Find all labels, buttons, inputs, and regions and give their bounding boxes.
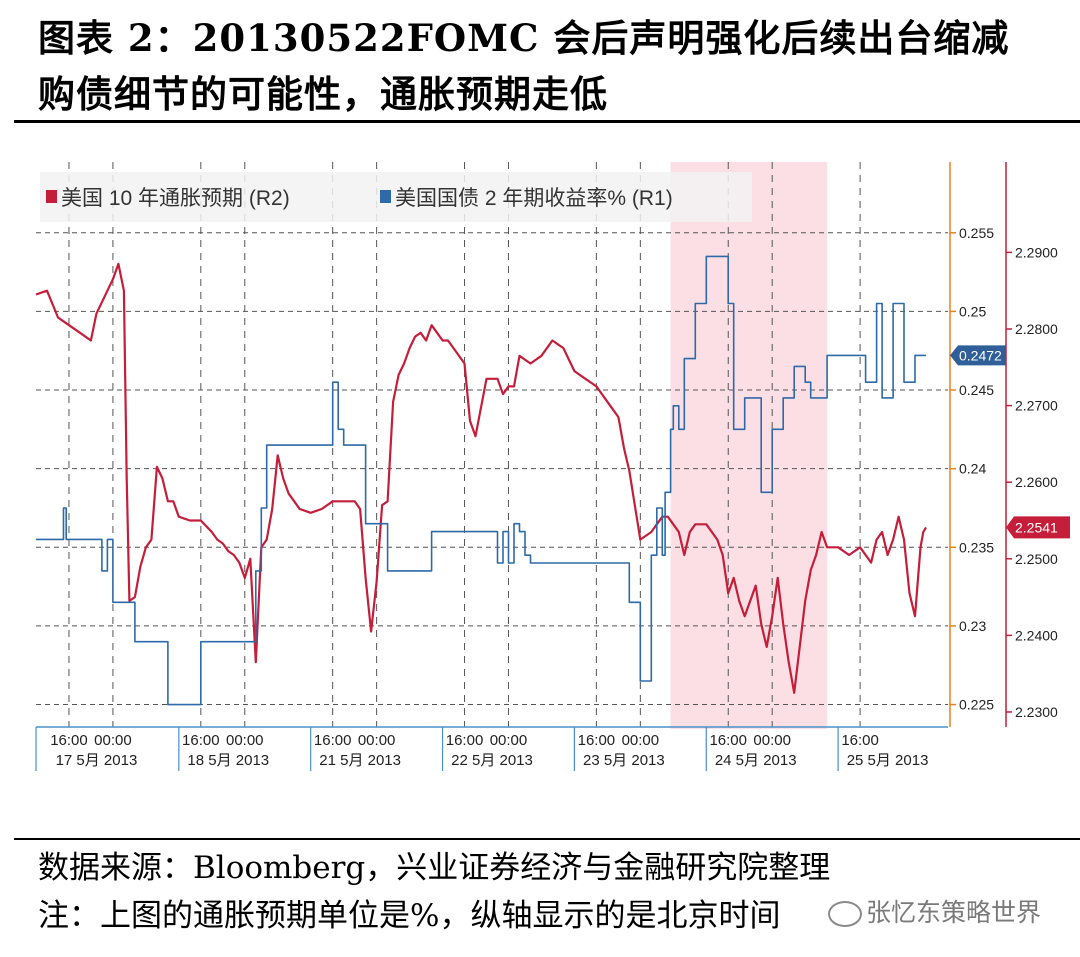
axis-r2-tick-label: 2.2600 bbox=[1015, 474, 1058, 490]
legend-label: 美国国债 2 年期收益率% (R1) bbox=[395, 187, 673, 210]
x-tick-time-label: 00:00 bbox=[226, 732, 264, 749]
axis-r2-tick-label: 2.2400 bbox=[1015, 627, 1058, 643]
chart-canvas: 16:00 00:00 16:00 00:00 16:00 00:00 16:00 00:00… bbox=[35, 162, 1070, 771]
axis-r2-tick-label: 2.2500 bbox=[1015, 551, 1058, 567]
x-tick-time-label: 16:00 bbox=[709, 732, 747, 749]
axis-r2-tick-label: 2.2300 bbox=[1015, 704, 1058, 720]
x-tick-time-label: 16:00 bbox=[578, 732, 616, 749]
treasury-2y-yield-line bbox=[36, 255, 926, 706]
x-tick-date-label: 24 5月 2013 bbox=[715, 752, 797, 769]
x-tick-date-label: 21 5月 2013 bbox=[319, 752, 401, 769]
chart-note-text: 注：上图的通胀预期单位是%，纵轴显示的是北京时间 bbox=[38, 898, 781, 934]
axis-r2-tick-label: 2.2900 bbox=[1015, 244, 1058, 260]
legend-swatch bbox=[46, 190, 57, 203]
x-tick-time-label: 00:00 bbox=[622, 732, 660, 749]
axis-r1-tick-label: 0.235 bbox=[959, 539, 994, 555]
footer-divider bbox=[14, 838, 1080, 840]
inflation-expectation-line bbox=[35, 262, 927, 694]
grid-lines bbox=[36, 162, 948, 727]
legend-label: 美国 10 年通胀预期 (R2) bbox=[61, 187, 290, 210]
axis-r1-tick-label: 0.255 bbox=[959, 225, 994, 241]
axis-r1-tick-label: 0.25 bbox=[959, 303, 986, 319]
x-tick-time-label: 00:00 bbox=[358, 732, 396, 749]
last-value-badge-r1 bbox=[950, 345, 1006, 366]
x-tick-time-label: 16:00 bbox=[314, 732, 352, 749]
data-source-text: 数据来源：Bloomberg，兴业证券经济与金融研究院整理 bbox=[38, 850, 831, 886]
chart-title-line-2: 购债细节的可能性，通胀预期走低 bbox=[38, 72, 608, 116]
axis-r1-tick-label: 0.225 bbox=[959, 697, 994, 713]
last-value-badge-r2 bbox=[1006, 516, 1070, 539]
x-tick-time-label: 16:00 bbox=[446, 732, 484, 749]
x-tick-time-label: 00:00 bbox=[490, 732, 528, 749]
x-tick-time-label: 16:00 bbox=[182, 732, 220, 749]
watermark: 张忆东策略世界 bbox=[828, 893, 1041, 929]
fomc-highlight-band bbox=[670, 162, 828, 729]
chart-title: 图表 2：20130522FOMC 会后声明强化后续出台缩减 购债细节的可能性，… bbox=[38, 10, 1068, 122]
watermark-text: 张忆东策略世界 bbox=[866, 898, 1042, 927]
legend-swatch bbox=[380, 190, 391, 203]
x-tick-date-label: 25 5月 2013 bbox=[847, 752, 929, 769]
x-tick-date-label: 23 5月 2013 bbox=[583, 752, 665, 769]
x-tick-time-label: 16:00 bbox=[50, 732, 88, 749]
x-tick-date-label: 18 5月 2013 bbox=[187, 752, 269, 769]
legend-background bbox=[40, 172, 752, 222]
last-value-label-r2: 2.2541 bbox=[1015, 519, 1058, 535]
chart-title-line-1: 图表 2：20130522FOMC 会后声明强化后续出台缩减 bbox=[38, 16, 1010, 60]
last-value-label-r1: 0.2472 bbox=[959, 347, 1002, 363]
axis-r1-tick-label: 0.24 bbox=[959, 461, 986, 477]
wechat-icon bbox=[828, 901, 862, 927]
title-divider bbox=[14, 120, 1080, 123]
legend: 美国 10 年通胀预期 (R2) 美国国债 2 年期收益率% (R1) bbox=[40, 172, 752, 222]
axis-r2-tick-label: 2.2800 bbox=[1015, 321, 1058, 337]
x-tick-date-label: 22 5月 2013 bbox=[451, 752, 533, 769]
x-tick-time-label: 00:00 bbox=[753, 732, 791, 749]
axis-r1-tick-label: 0.245 bbox=[959, 382, 994, 398]
axis-r1-tick-label: 0.23 bbox=[959, 618, 986, 634]
x-tick-time-label: 16:00 bbox=[841, 732, 879, 749]
x-tick-time-label: 00:00 bbox=[94, 732, 132, 749]
x-tick-date-label: 17 5月 2013 bbox=[56, 752, 138, 769]
axis-r2-tick-label: 2.2700 bbox=[1015, 398, 1058, 414]
